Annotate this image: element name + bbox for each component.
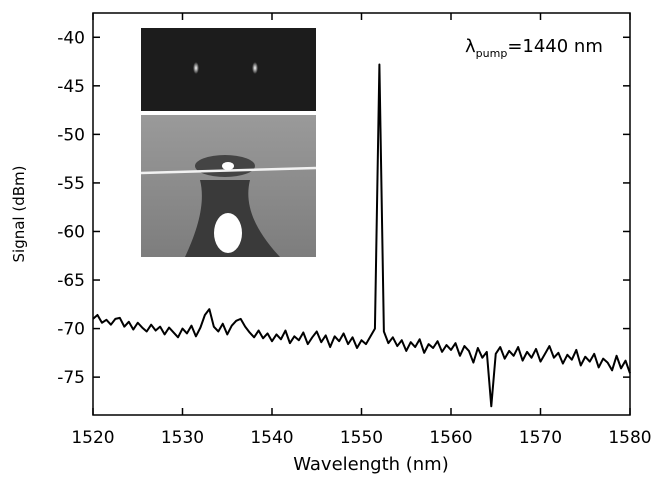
y-tick-label: -65: [57, 271, 85, 291]
plot-frame: [92, 12, 631, 416]
y-axis-label: Signal (dBm): [10, 166, 28, 263]
y-tick-label: -45: [57, 77, 85, 97]
annotation-subscript: pump: [476, 47, 508, 60]
y-tick-label: -50: [57, 125, 85, 145]
x-tick-label: 1560: [429, 428, 472, 448]
spectrum-line: [92, 63, 631, 408]
x-tick-label: 1520: [71, 428, 114, 448]
x-tick-label: 1570: [519, 428, 562, 448]
x-axis-label: Wavelength (nm): [293, 454, 449, 475]
annotation-text: =1440 nm: [507, 36, 603, 57]
annotation: λpump=1440 nm: [465, 36, 603, 60]
x-tick-label: 1540: [250, 428, 293, 448]
y-tick-label: -60: [57, 222, 85, 242]
x-tick-label: 1530: [161, 428, 204, 448]
y-tick-label: -40: [57, 28, 85, 48]
y-tick-label: -70: [57, 320, 85, 340]
y-tick-label: -55: [57, 174, 85, 194]
inset-images: [140, 28, 317, 257]
x-tick-label: 1550: [340, 428, 383, 448]
x-tick-label: 1580: [608, 428, 651, 448]
y-tick-label: -75: [57, 368, 85, 388]
annotation-symbol: λ: [465, 36, 476, 57]
